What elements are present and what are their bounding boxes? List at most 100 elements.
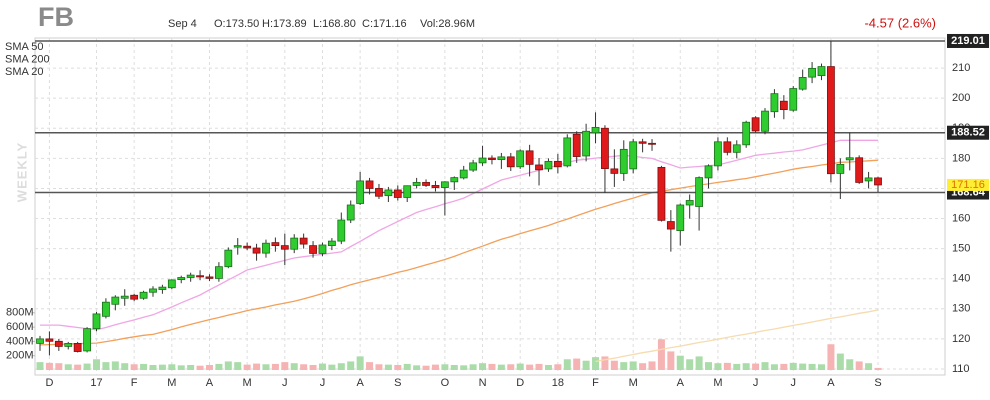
- volume-bar: [318, 363, 326, 370]
- candle-body: [149, 288, 157, 293]
- x-tick-label: F: [131, 377, 138, 389]
- candle-body: [196, 275, 204, 278]
- y2-tick-label: 800M: [6, 307, 34, 319]
- candle-body: [657, 166, 666, 221]
- x-tick-label: F: [592, 377, 599, 389]
- candle-body: [384, 189, 393, 197]
- candle-body: [92, 313, 101, 330]
- candle-body: [770, 93, 779, 113]
- volume-bar: [45, 362, 53, 370]
- volume-bar: [469, 364, 477, 370]
- volume-bar: [243, 364, 251, 370]
- candle-body: [422, 182, 430, 186]
- candle-body: [290, 237, 299, 250]
- candle-body: [676, 204, 685, 231]
- volume-bar: [695, 356, 703, 370]
- volume-bar: [224, 361, 232, 370]
- volume-bar: [479, 363, 487, 370]
- candle-body: [262, 242, 270, 254]
- candle-body: [205, 276, 214, 279]
- header-close: C:171.16: [362, 18, 407, 30]
- x-tick-label: A: [356, 377, 364, 389]
- volume-bar: [544, 364, 552, 370]
- volume-bar: [507, 364, 515, 370]
- candle-body: [553, 160, 562, 168]
- legend-label: SMA 50: [5, 41, 44, 53]
- volume-bar: [582, 360, 590, 370]
- candle-body: [714, 141, 722, 167]
- candle-body: [619, 148, 628, 174]
- volume-bar: [158, 364, 166, 370]
- symbol: FB: [38, 2, 74, 32]
- volume-bar: [74, 364, 82, 370]
- volume-bar: [234, 362, 242, 370]
- volume-bar: [667, 351, 675, 370]
- volume-bar: [337, 363, 345, 370]
- y2-tick-label: 400M: [6, 335, 34, 347]
- volume-bar: [394, 364, 402, 370]
- x-tick-label: S: [394, 377, 401, 389]
- candle-body: [779, 100, 788, 111]
- candle-body: [629, 141, 638, 170]
- x-tick-label: O: [441, 377, 450, 389]
- volume-bar: [639, 363, 647, 370]
- candle-body: [73, 343, 82, 352]
- volume-bar: [366, 362, 374, 370]
- x-tick-label: A: [677, 377, 685, 389]
- x-tick-label: N: [479, 377, 487, 389]
- volume-bar: [215, 363, 223, 370]
- volume-bar: [300, 364, 308, 370]
- volume-bar: [657, 339, 665, 370]
- volume-bar: [874, 367, 882, 370]
- volume-bar: [648, 361, 656, 370]
- volume-bar: [592, 357, 600, 370]
- volume-bar: [770, 364, 778, 370]
- candle-body: [393, 189, 402, 198]
- candle-body: [365, 180, 374, 189]
- candle-body: [309, 245, 317, 254]
- x-tick-label: J: [320, 377, 326, 389]
- volume-bar: [413, 365, 421, 370]
- volume-bar: [140, 363, 148, 370]
- volume-bar: [83, 363, 91, 370]
- x-tick-label: J: [282, 377, 288, 389]
- x-tick-label: 17: [90, 377, 102, 389]
- candle-body: [874, 177, 882, 186]
- header-open: O:173.50: [214, 18, 259, 30]
- volume-bar: [488, 363, 496, 370]
- volume-bar: [450, 364, 458, 370]
- sma-line: [39, 159, 879, 346]
- header-volume: Vol:28.96M: [420, 18, 475, 30]
- volume-bar: [563, 359, 571, 370]
- candle-body: [280, 245, 289, 250]
- candle-body: [83, 328, 91, 352]
- candle-body: [271, 242, 280, 247]
- candle-body: [120, 295, 129, 299]
- volume-bar: [601, 356, 609, 370]
- candle-body: [638, 141, 647, 144]
- candle-body: [130, 294, 139, 300]
- last-price-label: 171.16: [951, 179, 985, 191]
- y2-tick-label: 600M: [6, 321, 34, 333]
- volume-bar: [752, 363, 760, 370]
- y-tick-label: 110: [952, 363, 970, 375]
- volume-bar: [629, 361, 637, 370]
- volume-bar: [846, 359, 854, 370]
- candle-body: [761, 110, 769, 132]
- candle-body: [111, 296, 120, 305]
- candle-body: [299, 237, 308, 245]
- candle-body: [177, 277, 186, 281]
- volume-bar: [149, 364, 157, 370]
- volume-bar: [111, 361, 119, 370]
- volume-bar: [422, 365, 430, 370]
- candle-body: [572, 133, 581, 157]
- candle-body: [450, 177, 459, 183]
- x-tick-label: J: [791, 377, 797, 389]
- y-tick-label: 160: [952, 212, 970, 224]
- volume-bar: [723, 362, 731, 370]
- volume-bar: [187, 364, 195, 370]
- volume-bar: [676, 355, 684, 370]
- plot-frame: [34, 37, 946, 376]
- x-tick-label: J: [753, 377, 759, 389]
